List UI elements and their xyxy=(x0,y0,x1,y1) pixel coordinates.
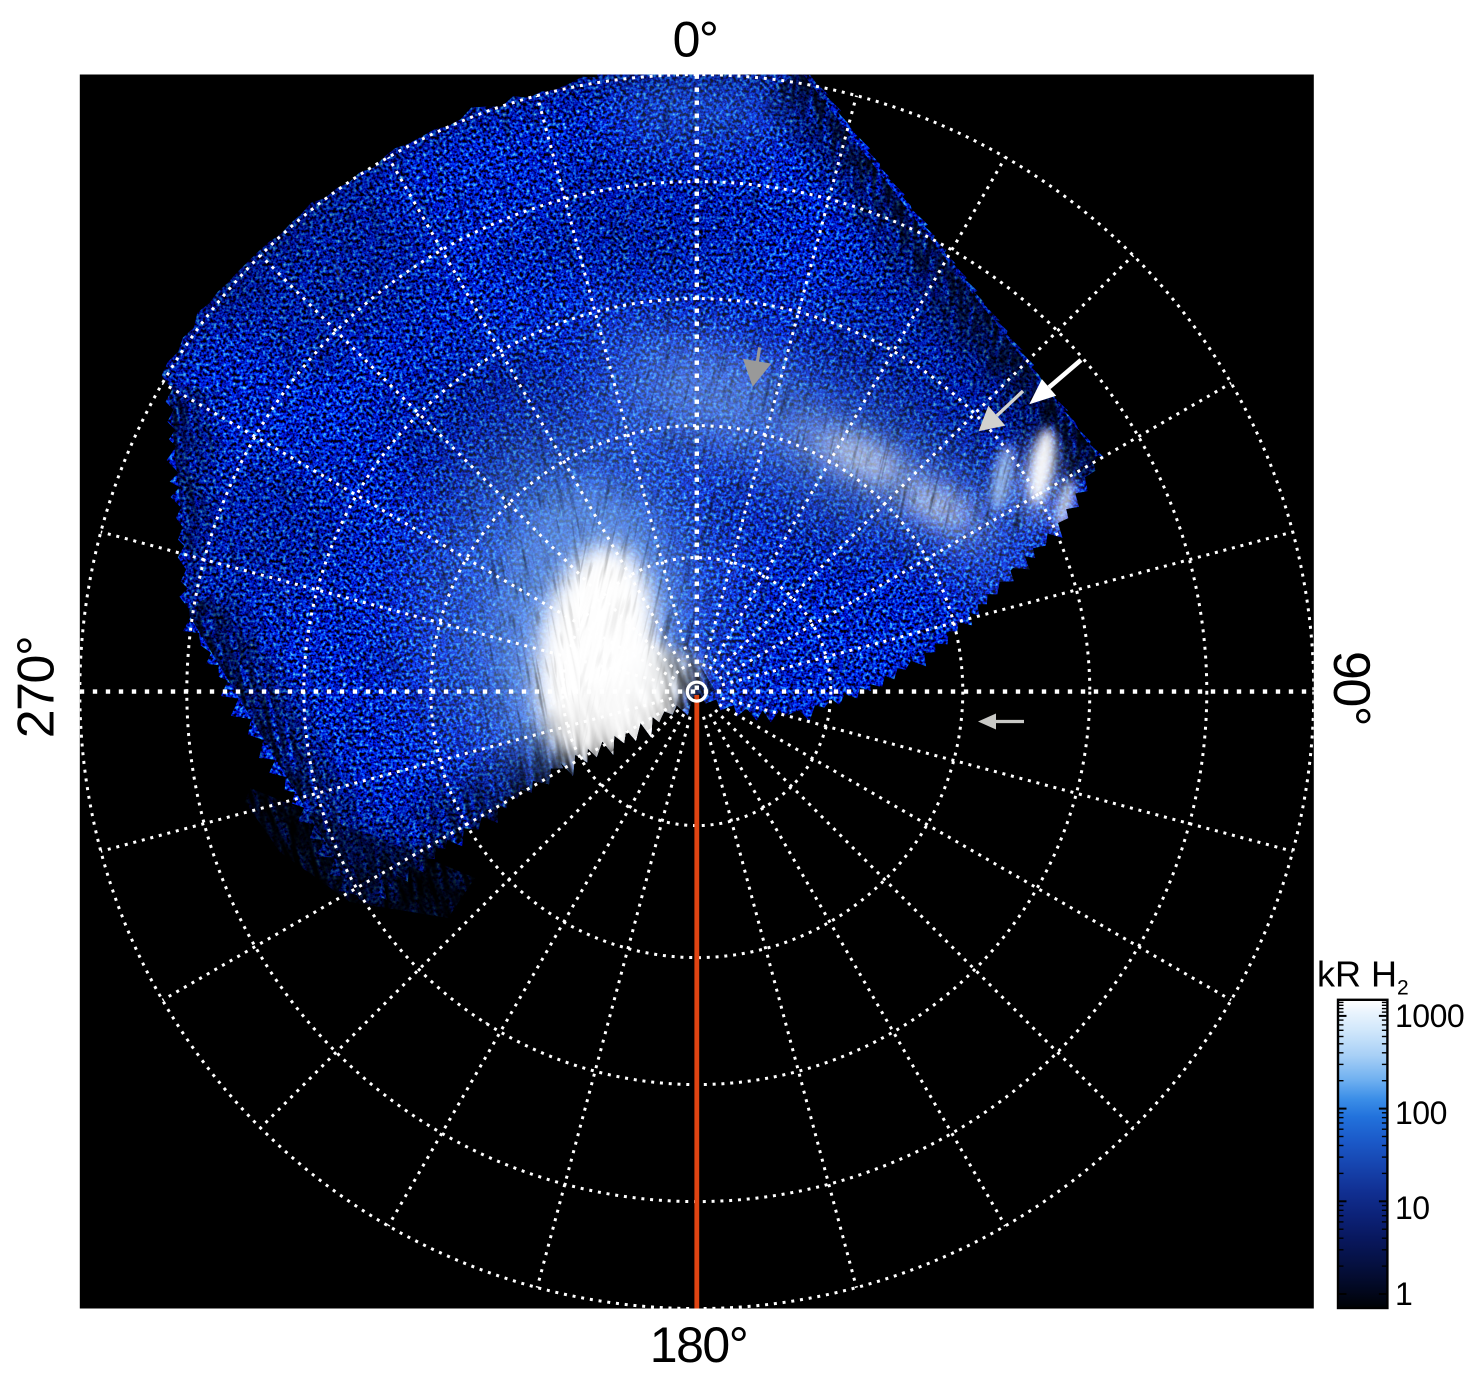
svg-text:1: 1 xyxy=(1395,1276,1412,1312)
svg-text:0°: 0° xyxy=(673,12,718,68)
svg-text:180°: 180° xyxy=(650,1317,747,1373)
svg-text:10: 10 xyxy=(1395,1190,1430,1226)
svg-text:270°: 270° xyxy=(8,637,66,739)
svg-text:kR H2: kR H2 xyxy=(1317,954,1409,1000)
svg-text:1000: 1000 xyxy=(1395,998,1464,1034)
svg-text:90°: 90° xyxy=(1322,651,1380,725)
svg-text:100: 100 xyxy=(1395,1095,1447,1131)
